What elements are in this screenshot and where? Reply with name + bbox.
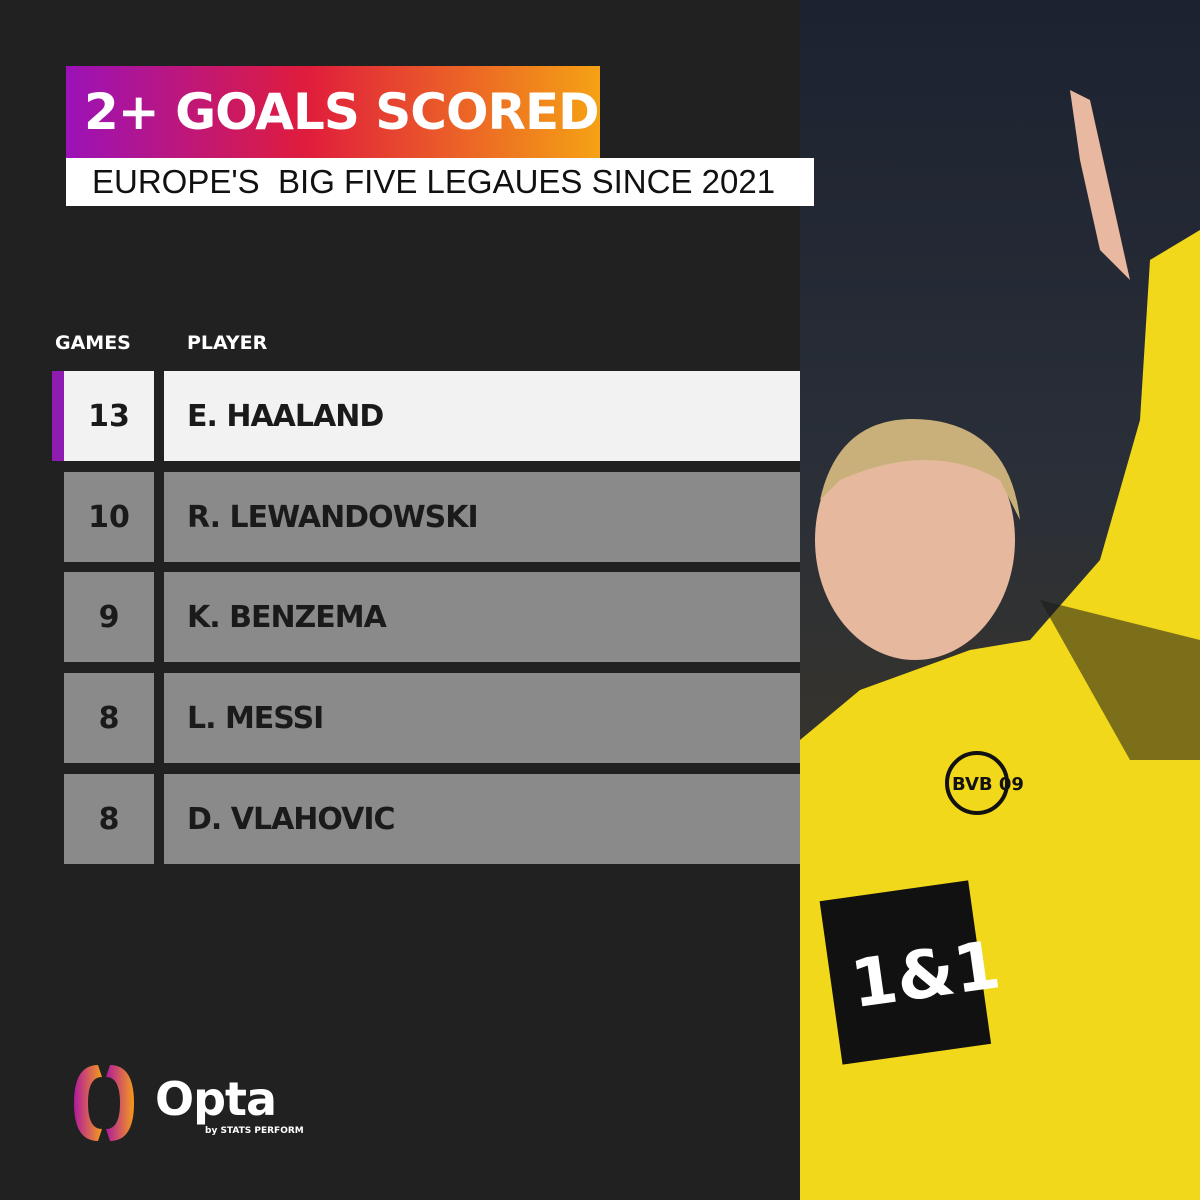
- table-row: 13 E. HAALAND: [52, 371, 800, 461]
- games-cell: 8: [64, 774, 154, 864]
- header-player: PLAYER: [187, 332, 268, 354]
- svg-text:BVB 09: BVB 09: [952, 774, 1024, 795]
- player-cell: D. VLAHOVIC: [164, 774, 800, 864]
- highlight-accent: [52, 371, 64, 461]
- title-banner: 2+ GOALS SCORED: [66, 66, 600, 158]
- games-cell: 8: [64, 673, 154, 763]
- table-row: 8 D. VLAHOVIC: [64, 774, 800, 864]
- sponsor-badge: 1&1: [819, 880, 1005, 1065]
- player-illustration: 1&1 BVB 09: [800, 90, 1200, 1200]
- player-cell: K. BENZEMA: [164, 572, 800, 662]
- bvb-crest-icon: [945, 751, 1009, 815]
- games-cell: 9: [64, 572, 154, 662]
- subtitle: EUROPE'S BIG FIVE LEGAUES SINCE 2021: [66, 158, 814, 206]
- table-row: 9 K. BENZEMA: [64, 572, 800, 662]
- player-photo: 1&1 BVB 09: [800, 0, 1200, 1200]
- player-cell: E. HAALAND: [164, 371, 800, 461]
- table-row: 10 R. LEWANDOWSKI: [64, 472, 800, 562]
- header-games: GAMES: [55, 332, 131, 354]
- opta-tagline: by STATS PERFORM: [205, 1126, 304, 1136]
- table-row: 8 L. MESSI: [64, 673, 800, 763]
- player-cell: R. LEWANDOWSKI: [164, 472, 800, 562]
- opta-wordmark: Opta: [155, 1072, 277, 1126]
- player-cell: L. MESSI: [164, 673, 800, 763]
- games-cell: 10: [64, 472, 154, 562]
- games-cell: 13: [64, 371, 154, 461]
- opta-logo-icon: [74, 1065, 134, 1141]
